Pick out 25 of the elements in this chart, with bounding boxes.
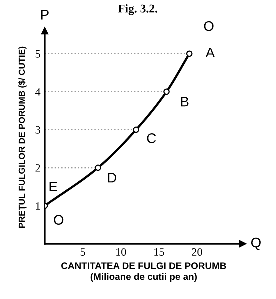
y-tick-label: 3 — [36, 126, 40, 134]
annotation: E — [50, 182, 58, 192]
x-tick-label: 15 — [154, 248, 164, 256]
x-tick-label: 10 — [116, 248, 126, 256]
y-axis-title: PREȚUL FULGILOR DE PORUMB ($/ CUTIE) — [18, 46, 27, 228]
annotation: C — [147, 134, 156, 144]
x-tick-label: 5 — [80, 248, 86, 256]
y-tick-label: 5 — [36, 50, 40, 58]
annotation: A — [206, 48, 216, 58]
annotation: D — [108, 173, 117, 183]
x-tick-label: 20 — [192, 248, 202, 256]
y-tick-label: 1 — [36, 202, 40, 210]
text: Q — [251, 238, 261, 250]
annotation: O — [204, 21, 214, 32]
y-tick-label: 4 — [35, 88, 41, 96]
point — [95, 164, 102, 172]
annotation: B — [181, 97, 189, 107]
text: P — [41, 10, 49, 20]
point — [133, 126, 140, 134]
point — [164, 88, 170, 96]
y-tick-label: 2 — [36, 164, 40, 172]
x-axis-title: CANTITATEA DE FULGI DE PORUMB (Milioane de cutii pe an) — [62, 262, 226, 282]
point — [186, 50, 193, 58]
chart-title: Fig. 3.2. — [118, 4, 158, 16]
annotation: O — [54, 215, 64, 225]
